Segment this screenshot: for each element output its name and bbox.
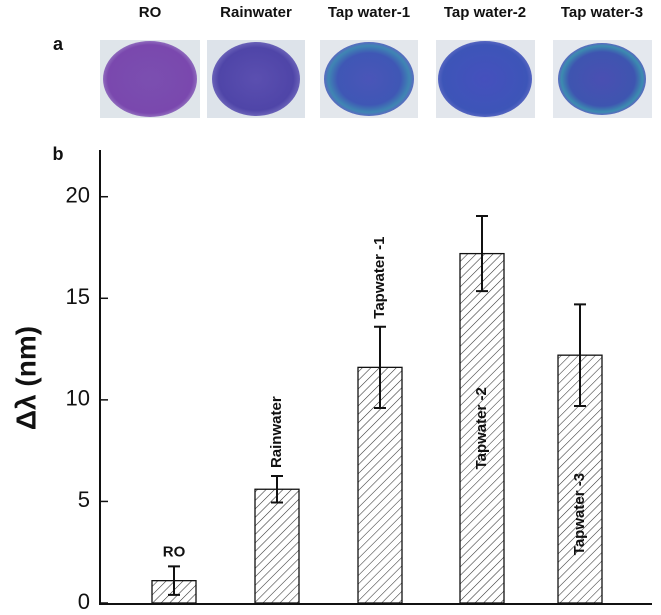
y-tick-label: 10: [66, 386, 90, 411]
error-bar: [574, 303, 586, 407]
photos: [100, 40, 652, 118]
error-bar: [168, 565, 180, 596]
error-bar: [271, 475, 283, 504]
photo-disc: [212, 42, 300, 116]
panel-label: a: [53, 34, 64, 54]
y-tick-label: 20: [66, 183, 90, 208]
y-axis-title: Δλ (nm): [10, 326, 41, 430]
sample-label: Tap water-1: [328, 4, 410, 21]
sample-label: Rainwater: [220, 4, 292, 21]
y-tick-label: 0: [78, 589, 90, 614]
bar: [459, 252, 505, 604]
photo-disc: [324, 42, 414, 116]
bar-label: Tapwater -3: [571, 473, 588, 555]
y-tick-label: 15: [66, 284, 90, 309]
sample-label: Tap water-2: [444, 4, 526, 21]
bar-label: Tapwater -2: [473, 387, 490, 469]
error-bar: [476, 215, 488, 293]
bar-label: Tapwater -1: [371, 236, 388, 318]
panel-label: b: [53, 144, 64, 164]
error-bar: [374, 325, 386, 409]
y-tick-label: 5: [78, 487, 90, 512]
photo-disc: [558, 43, 646, 115]
bar-label: RO: [163, 543, 186, 560]
bar-label: Rainwater: [268, 396, 285, 468]
photo-disc: [438, 41, 532, 117]
sample-label: RO: [139, 4, 162, 21]
photo-disc: [103, 41, 197, 117]
sample-label: Tap water-3: [561, 4, 643, 21]
bar: [254, 488, 300, 604]
